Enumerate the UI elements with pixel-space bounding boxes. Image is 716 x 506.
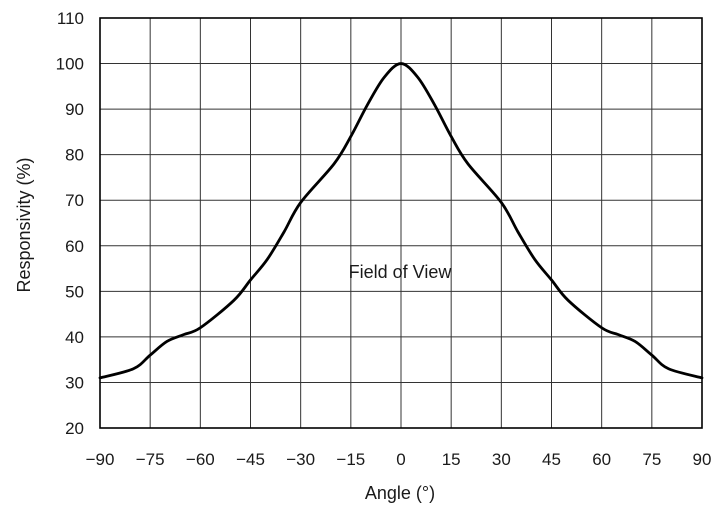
x-axis-ticks: −90 −75 −60 −45 −30 −15 0 15 30 45 60 75 90 [86, 450, 712, 469]
series-layer [98, 62, 704, 380]
grid [99, 17, 703, 429]
x-tick-label: −90 [86, 450, 115, 469]
x-tick-label: −45 [236, 450, 265, 469]
y-tick-label: 50 [65, 282, 84, 301]
field-of-view-annotation: Field of View [349, 262, 453, 282]
plot-frame [99, 17, 703, 429]
x-tick-label: 30 [492, 450, 511, 469]
x-tick-label: −75 [136, 450, 165, 469]
y-tick-label: 110 [57, 9, 84, 28]
x-tick-label: −30 [286, 450, 315, 469]
x-tick-label: 45 [542, 450, 561, 469]
y-axis-ticks: 20 30 40 50 60 70 80 90 100 110 [56, 9, 84, 438]
x-axis-label: Angle (°) [365, 483, 435, 503]
x-tick-label: 60 [592, 450, 611, 469]
x-tick-label: 15 [442, 450, 461, 469]
y-tick-label: 70 [65, 191, 84, 210]
x-tick-label: 90 [693, 450, 712, 469]
x-tick-label: 75 [642, 450, 661, 469]
y-tick-label: 100 [56, 55, 84, 74]
y-axis-label: Responsivity (%) [14, 157, 34, 292]
y-tick-label: 60 [65, 237, 84, 256]
y-tick-label: 40 [65, 328, 84, 347]
x-tick-label: −15 [336, 450, 365, 469]
y-tick-label: 20 [65, 419, 84, 438]
x-tick-label: −60 [186, 450, 215, 469]
y-tick-label: 90 [65, 100, 84, 119]
x-tick-label: 0 [396, 450, 405, 469]
responsivity-curve [98, 62, 704, 380]
y-tick-label: 80 [65, 146, 84, 165]
y-tick-label: 30 [65, 373, 84, 392]
